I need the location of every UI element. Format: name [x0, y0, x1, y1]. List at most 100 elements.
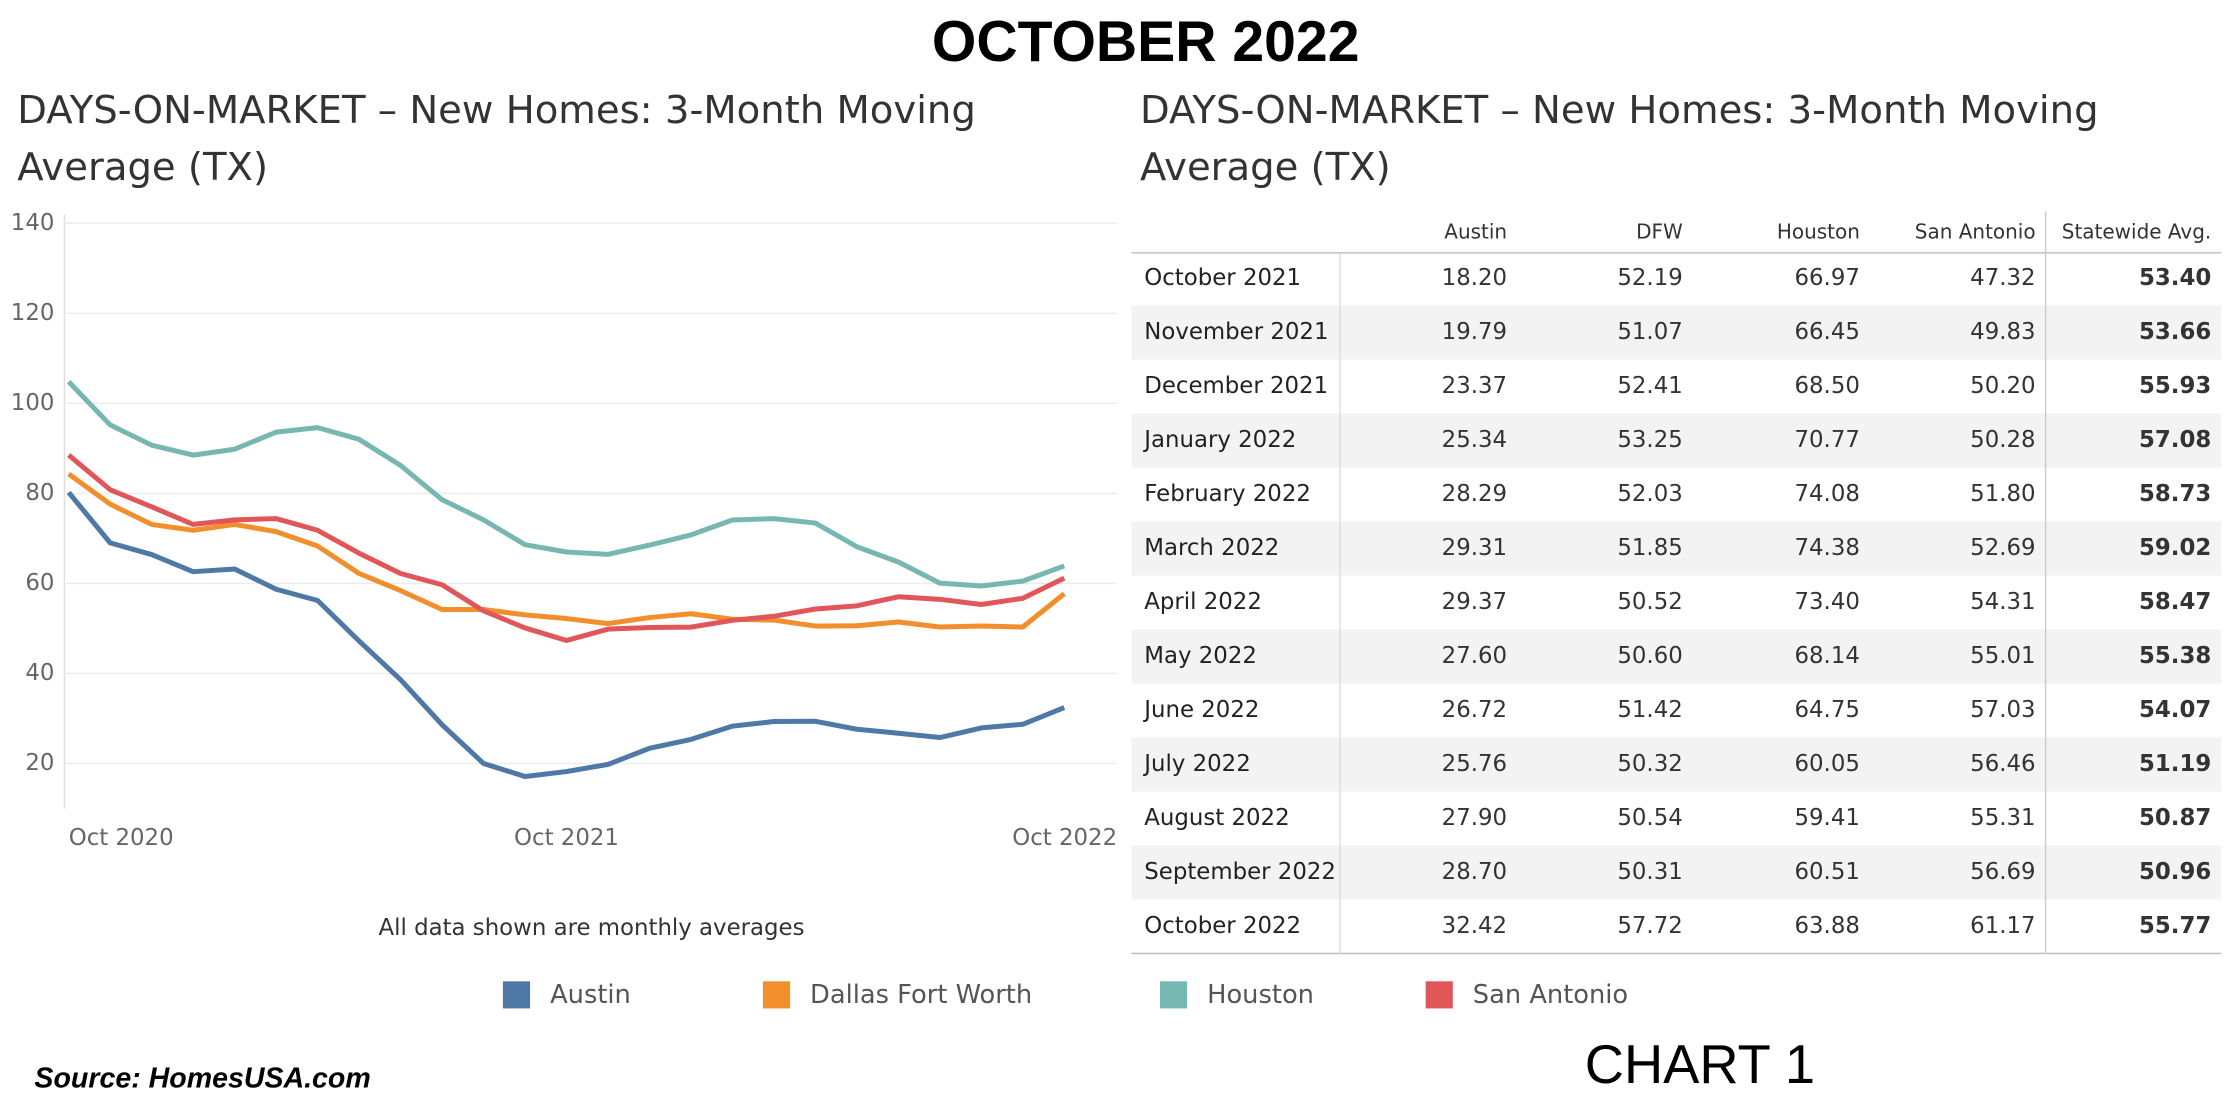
row-label: June 2022 — [1142, 697, 1259, 723]
row-label: September 2022 — [1144, 859, 1336, 885]
row-label: October 2021 — [1144, 265, 1301, 291]
legend-label: Houston — [1207, 980, 1314, 1010]
cell: 50.20 — [1970, 373, 2035, 399]
plot: 20 40 60 80 100 120 140 Oct 2020 Oct 2021 Oct 202… — [11, 210, 1118, 851]
row-band — [1131, 737, 2222, 792]
source: Source: HomesUSA.com — [34, 1062, 370, 1094]
row-label: April 2022 — [1144, 589, 1262, 615]
cell: 50.96 — [2139, 859, 2211, 885]
row-band — [1131, 845, 2222, 900]
cell: 55.31 — [1970, 805, 2035, 831]
cell: 63.88 — [1794, 913, 1859, 939]
series-line — [66, 490, 1066, 780]
series-line — [66, 379, 1066, 589]
table-title: DAYS-ON-MARKET – New Homes: 3-Month Movi… — [1139, 88, 2099, 190]
cell: 52.19 — [1617, 265, 1682, 291]
legend-label: Austin — [550, 980, 631, 1010]
cell: 51.07 — [1617, 319, 1682, 345]
cell: 66.45 — [1794, 319, 1859, 345]
cell: 68.14 — [1794, 643, 1859, 669]
cell: 53.40 — [2139, 265, 2211, 291]
column-header: Austin — [1444, 219, 1507, 243]
row-label: January 2022 — [1142, 427, 1296, 453]
cell: 29.37 — [1442, 589, 1507, 615]
table: Austin DFW Houston San Antonio Statewide Avg… — [1131, 211, 2222, 955]
cell: 73.40 — [1794, 589, 1859, 615]
x-tick-label: Oct 2021 — [514, 825, 619, 851]
column-header: Statewide Avg. — [2062, 219, 2212, 243]
row-label: August 2022 — [1144, 805, 1289, 831]
legend-swatch — [762, 981, 791, 1009]
cell: 27.60 — [1442, 643, 1507, 669]
cell: 58.47 — [2139, 589, 2211, 615]
cell: 55.38 — [2139, 643, 2211, 669]
cell: 68.50 — [1794, 373, 1859, 399]
cell: 70.77 — [1794, 427, 1859, 453]
legend-swatch — [1425, 981, 1453, 1009]
cell: 28.70 — [1442, 859, 1507, 885]
y-tick-label: 60 — [25, 570, 54, 596]
row-band — [1131, 413, 2222, 468]
cell: 58.73 — [2139, 481, 2211, 507]
legend-label: Dallas Fort Worth — [810, 980, 1032, 1010]
cell: 61.17 — [1970, 913, 2035, 939]
cell: 50.32 — [1617, 751, 1682, 777]
row-band — [1131, 521, 2222, 576]
row-label: February 2022 — [1144, 481, 1311, 507]
cell: 50.31 — [1617, 859, 1682, 885]
cell: 51.80 — [1970, 481, 2035, 507]
row-label: March 2022 — [1144, 535, 1279, 561]
cell: 52.69 — [1970, 535, 2035, 561]
column-header: Houston — [1777, 219, 1860, 243]
cell: 51.42 — [1617, 697, 1682, 723]
legend-label: San Antonio — [1473, 980, 1628, 1010]
cell: 50.52 — [1617, 589, 1682, 615]
cell: 57.08 — [2139, 427, 2211, 453]
cell: 50.87 — [2139, 805, 2211, 831]
cell: 29.31 — [1442, 535, 1507, 561]
cell: 59.41 — [1794, 805, 1859, 831]
cell: 60.05 — [1794, 751, 1859, 777]
table-title-box: DAYS-ON-MARKET – New Homes: 3-Month Movi… — [1139, 88, 2099, 190]
cell: 60.51 — [1794, 859, 1859, 885]
cell: 26.72 — [1442, 697, 1507, 723]
legend-swatch — [1159, 981, 1188, 1009]
cell: 53.25 — [1617, 427, 1682, 453]
cell: 56.69 — [1970, 859, 2035, 885]
y-tick-label: 80 — [25, 480, 54, 506]
cell: 74.38 — [1794, 535, 1859, 561]
cell: 55.77 — [2139, 913, 2211, 939]
column-header: DFW — [1636, 219, 1683, 243]
row-band — [1131, 629, 2222, 684]
cell: 50.54 — [1617, 805, 1682, 831]
cell: 19.79 — [1442, 319, 1507, 345]
cell: 49.83 — [1970, 319, 2035, 345]
series-line — [67, 471, 1066, 630]
cell: 32.42 — [1442, 913, 1507, 939]
cell: 47.32 — [1970, 265, 2035, 291]
cell: 52.03 — [1617, 481, 1682, 507]
cell: 50.28 — [1970, 427, 2035, 453]
cell: 25.76 — [1442, 751, 1507, 777]
cell: 23.37 — [1442, 373, 1507, 399]
cell: 51.85 — [1617, 535, 1682, 561]
cell: 64.75 — [1794, 697, 1859, 723]
cell: 54.31 — [1970, 589, 2035, 615]
row-label: May 2022 — [1144, 643, 1257, 669]
cell: 56.46 — [1970, 751, 2035, 777]
cell: 54.07 — [2139, 697, 2211, 723]
y-tick-label: 140 — [11, 210, 55, 236]
row-label: October 2022 — [1144, 913, 1301, 939]
cell: 53.66 — [2139, 319, 2211, 345]
y-tick-label: 40 — [25, 660, 54, 686]
row-label: November 2021 — [1144, 319, 1328, 345]
cell: 27.90 — [1442, 805, 1507, 831]
cell: 74.08 — [1794, 481, 1859, 507]
cell: 66.97 — [1794, 265, 1859, 291]
x-tick-label: Oct 2020 — [69, 825, 174, 851]
y-tick-label: 20 — [25, 750, 54, 776]
cell: 55.93 — [2139, 373, 2211, 399]
y-tick-label: 100 — [11, 390, 55, 416]
